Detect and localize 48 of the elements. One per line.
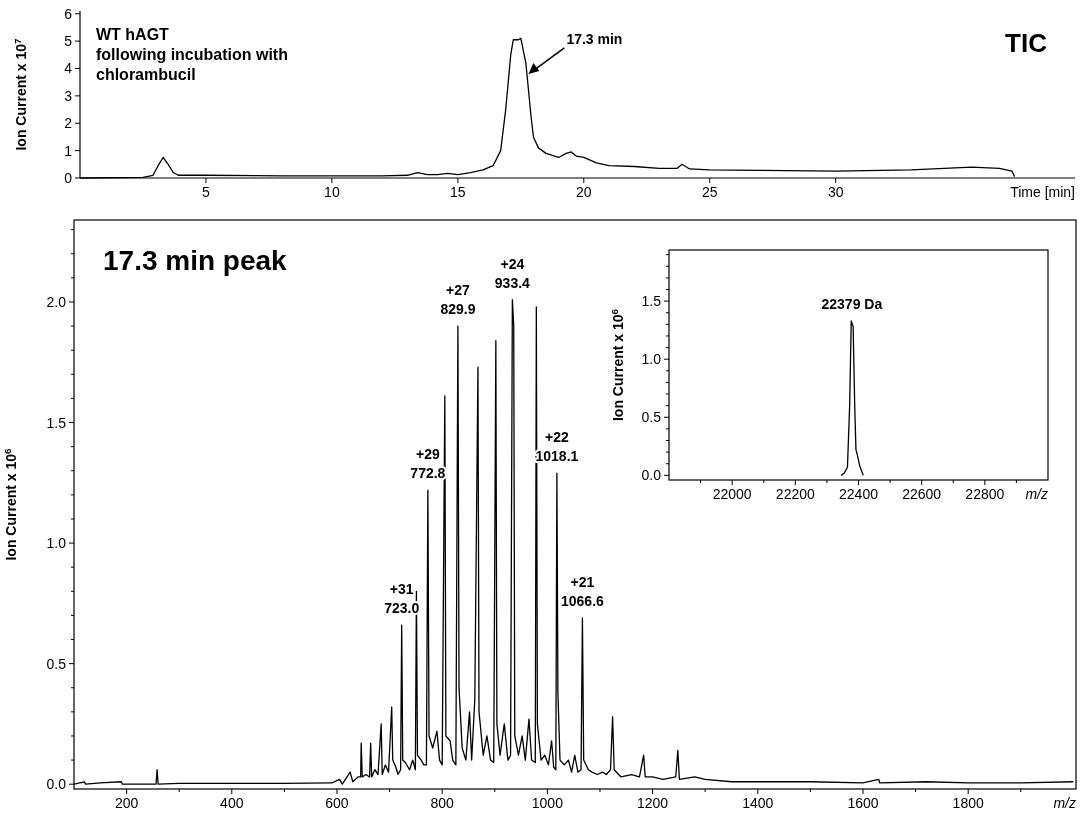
y-tick-label: 0.0	[46, 776, 67, 793]
annotation: +21 1066.6	[561, 573, 605, 609]
x-tick-label: 400	[220, 795, 244, 811]
x-tick-label: 15	[450, 184, 466, 200]
x-tick-label: 1000	[531, 795, 564, 811]
x-tick-label: 200	[114, 795, 139, 811]
x-tick-label: 22200	[775, 486, 816, 502]
annotation: 22379 Da	[821, 295, 883, 312]
y-tick-label: 0.5	[641, 409, 662, 426]
y-tick-label: 1.5	[641, 293, 662, 310]
x-tick-label: 25	[701, 184, 718, 200]
text: TIC	[1005, 28, 1048, 58]
x-tick-label: 800	[430, 795, 455, 811]
x-tick-label: 1800	[952, 795, 984, 811]
x-tick-label: 5	[202, 184, 211, 200]
annotation: WT hAGT following incubation with chlorambucil	[96, 26, 288, 83]
y-tick-label: 0	[64, 170, 73, 186]
x-tick-label: 22400	[839, 486, 879, 502]
text: 17.3 min peak	[103, 245, 288, 276]
y-tick-label: 1	[64, 142, 73, 159]
x-axis-title: m/z	[1053, 795, 1076, 811]
x-axis-title: m/z	[1025, 486, 1048, 502]
y-tick-label: 6	[64, 5, 73, 22]
y-tick-label: 0.5	[46, 655, 67, 672]
x-tick-label: 600	[325, 795, 349, 811]
y-tick-label: 4	[64, 60, 73, 77]
y-tick-label: 0.0	[641, 467, 662, 484]
annotation: 17.3 min	[566, 30, 623, 47]
y-tick-label: 2	[64, 115, 73, 132]
x-tick-label: 22800	[965, 486, 1005, 502]
y-tick-label: 1.5	[46, 414, 67, 431]
x-tick-label: 1400	[742, 795, 774, 811]
line-series	[840, 320, 864, 476]
x-tick-label: 10	[324, 184, 340, 200]
y-tick-label: 2.0	[46, 293, 67, 310]
annotation: +24 933.4	[494, 255, 531, 291]
x-tick-label: 22600	[902, 486, 942, 502]
x-axis-title: Time [min]	[1010, 184, 1075, 200]
x-tick-label: 30	[827, 184, 844, 200]
x-tick-label: 20	[576, 184, 592, 200]
annotation: +27 829.9	[440, 282, 476, 318]
x-tick-label: 22000	[712, 486, 752, 502]
y-tick-label: 1.0	[641, 351, 662, 368]
x-tick-label: 1200	[637, 795, 669, 811]
y-tick-label: 5	[64, 33, 73, 50]
x-tick-label: 1600	[847, 795, 879, 811]
y-tick-label: 3	[64, 87, 73, 104]
y-tick-label: 1.0	[46, 535, 67, 552]
